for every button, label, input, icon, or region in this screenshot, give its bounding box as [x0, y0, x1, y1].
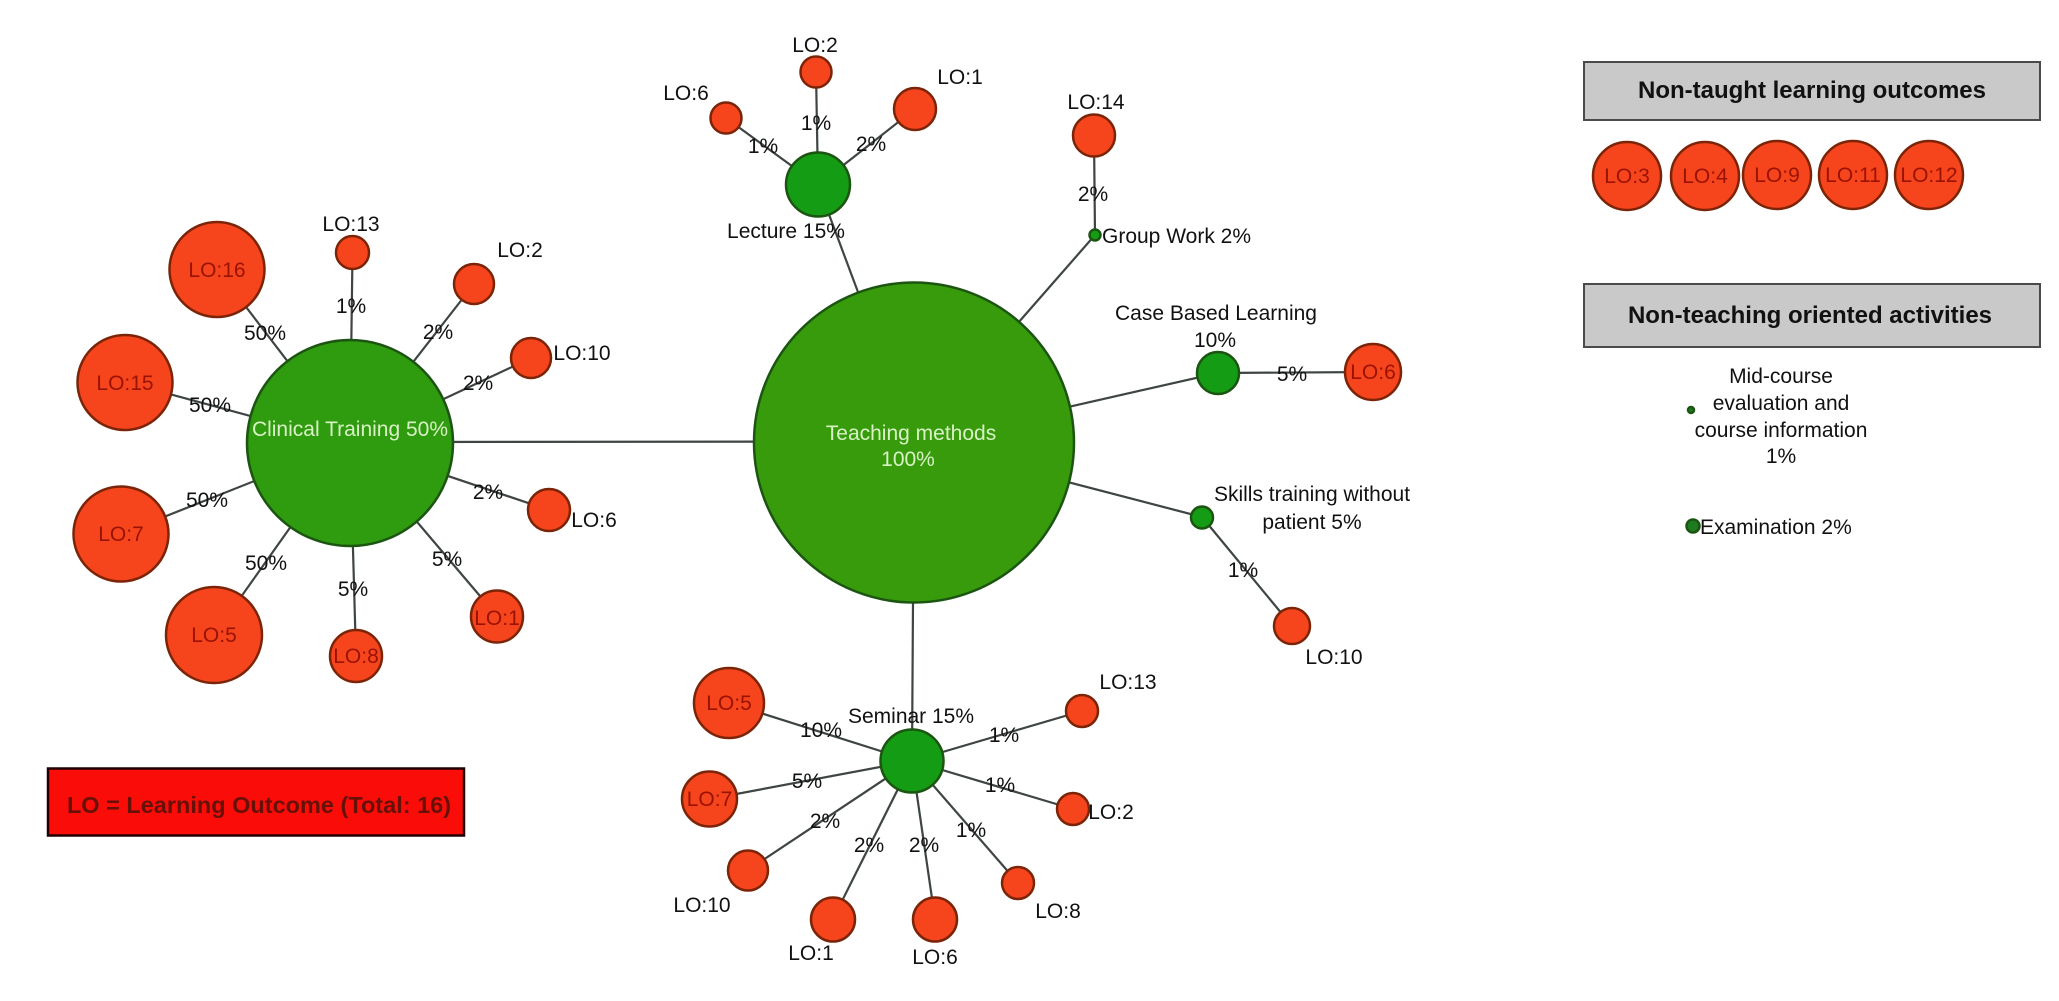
- svg-text:LO:8: LO:8: [333, 645, 379, 668]
- svg-text:5%: 5%: [792, 770, 822, 793]
- svg-text:5%: 5%: [432, 548, 462, 571]
- svg-text:Case Based Learning: Case Based Learning: [1115, 302, 1317, 325]
- svg-text:1%: 1%: [956, 819, 986, 842]
- svg-text:LO:13: LO:13: [322, 213, 379, 236]
- svg-text:LO:5: LO:5: [706, 692, 752, 715]
- svg-text:LO:6: LO:6: [1350, 361, 1396, 384]
- svg-text:LO:5: LO:5: [191, 624, 237, 647]
- svg-text:LO:10: LO:10: [553, 342, 610, 365]
- svg-text:2%: 2%: [1078, 183, 1108, 206]
- svg-text:Examination 2%: Examination 2%: [1700, 516, 1852, 539]
- svg-text:LO:2: LO:2: [497, 239, 543, 262]
- svg-text:1%: 1%: [801, 112, 831, 135]
- svg-text:course information: course information: [1695, 419, 1868, 442]
- svg-text:LO:2: LO:2: [792, 34, 838, 57]
- svg-text:1%: 1%: [748, 135, 778, 158]
- svg-text:1%: 1%: [985, 774, 1015, 797]
- svg-text:evaluation and: evaluation and: [1713, 392, 1850, 415]
- svg-text:2%: 2%: [463, 372, 493, 395]
- svg-text:LO:14: LO:14: [1067, 91, 1125, 114]
- svg-text:50%: 50%: [244, 322, 286, 345]
- svg-text:LO:13: LO:13: [1099, 671, 1156, 694]
- svg-text:Lecture 15%: Lecture 15%: [727, 220, 845, 243]
- svg-text:2%: 2%: [810, 810, 840, 833]
- svg-text:Group Work 2%: Group Work 2%: [1102, 225, 1251, 248]
- svg-text:Non-teaching oriented activiti: Non-teaching oriented activities: [1628, 302, 1992, 329]
- svg-text:5%: 5%: [1277, 363, 1307, 386]
- svg-text:5%: 5%: [338, 578, 368, 601]
- svg-text:LO:10: LO:10: [1305, 646, 1362, 669]
- svg-text:2%: 2%: [423, 321, 453, 344]
- svg-text:1%: 1%: [1766, 445, 1796, 468]
- svg-text:Seminar 15%: Seminar 15%: [848, 705, 974, 728]
- svg-text:LO:1: LO:1: [937, 66, 983, 89]
- svg-text:Clinical Training 50%: Clinical Training 50%: [252, 418, 448, 441]
- svg-text:LO:7: LO:7: [687, 788, 733, 811]
- svg-text:10%: 10%: [1194, 329, 1236, 352]
- svg-text:1%: 1%: [336, 295, 366, 318]
- svg-text:100%: 100%: [881, 448, 935, 471]
- svg-text:LO:6: LO:6: [571, 509, 617, 532]
- svg-text:Teaching methods: Teaching methods: [826, 422, 996, 445]
- svg-text:LO:1: LO:1: [788, 942, 834, 965]
- svg-text:10%: 10%: [800, 719, 842, 742]
- svg-text:2%: 2%: [909, 834, 939, 857]
- svg-text:LO:15: LO:15: [96, 372, 153, 395]
- svg-text:LO = Learning Outcome (Total:: LO = Learning Outcome (Total: 16): [67, 792, 451, 818]
- svg-text:Mid-course: Mid-course: [1729, 365, 1833, 388]
- svg-text:LO:9: LO:9: [1754, 164, 1800, 187]
- svg-text:LO:3: LO:3: [1604, 165, 1650, 188]
- svg-text:Non-taught learning outcomes: Non-taught learning outcomes: [1638, 77, 1986, 104]
- svg-text:LO:6: LO:6: [663, 82, 709, 105]
- svg-text:patient 5%: patient 5%: [1262, 511, 1361, 534]
- svg-text:2%: 2%: [473, 481, 503, 504]
- svg-text:LO:4: LO:4: [1682, 165, 1728, 188]
- svg-text:LO:1: LO:1: [474, 607, 520, 630]
- svg-text:1%: 1%: [989, 724, 1019, 747]
- svg-text:LO:2: LO:2: [1088, 801, 1134, 824]
- svg-text:50%: 50%: [186, 489, 228, 512]
- svg-text:LO:6: LO:6: [912, 946, 958, 969]
- svg-text:50%: 50%: [245, 552, 287, 575]
- svg-text:LO:10: LO:10: [673, 894, 730, 917]
- svg-text:LO:11: LO:11: [1825, 164, 1881, 187]
- svg-text:2%: 2%: [856, 133, 886, 156]
- svg-text:50%: 50%: [189, 394, 231, 417]
- svg-text:LO:16: LO:16: [188, 259, 245, 282]
- svg-text:2%: 2%: [854, 834, 884, 857]
- svg-text:Skills training without: Skills training without: [1214, 483, 1410, 506]
- svg-text:LO:7: LO:7: [98, 523, 144, 546]
- svg-text:1%: 1%: [1228, 559, 1258, 582]
- svg-text:LO:12: LO:12: [1900, 164, 1957, 187]
- svg-text:LO:8: LO:8: [1035, 900, 1081, 923]
